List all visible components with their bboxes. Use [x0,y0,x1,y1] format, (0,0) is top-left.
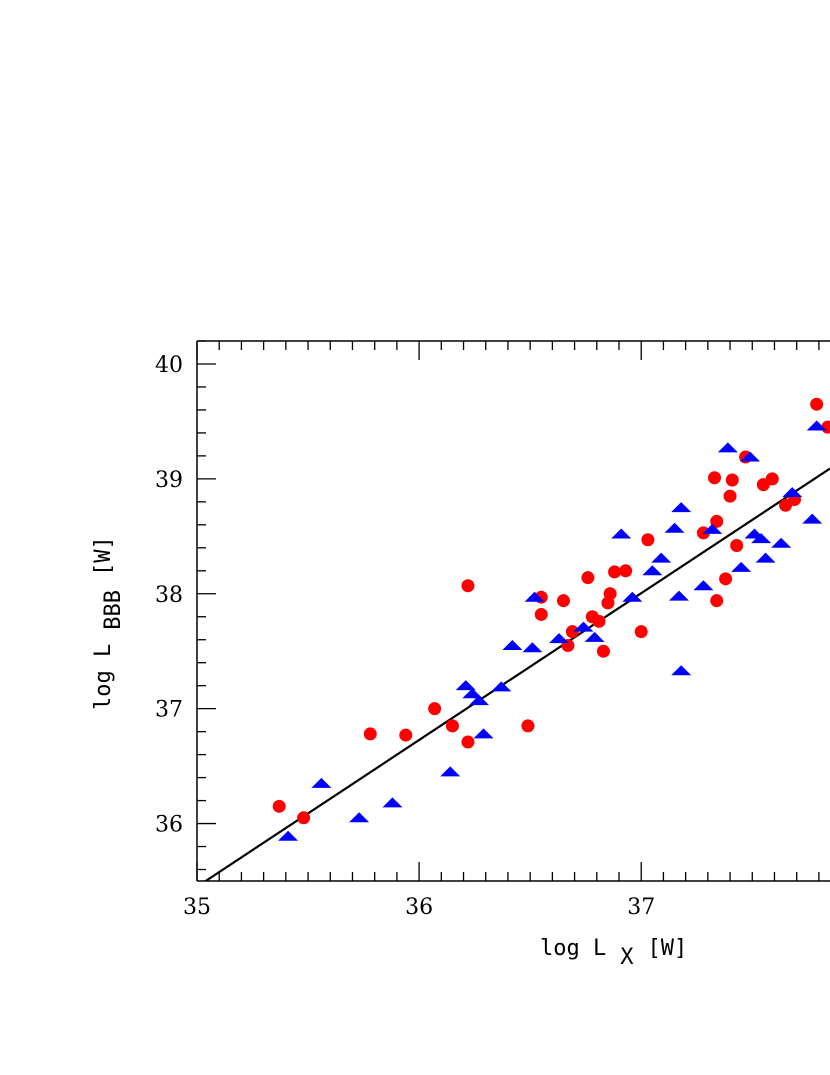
triangle-point [455,680,476,691]
triangle-point [622,591,643,602]
triangle-point [278,830,299,841]
triangle-point [755,552,776,563]
triangle-point [731,561,752,572]
triangle-point [668,590,689,601]
triangle-point [349,812,370,823]
y-tick-label: 39 [155,468,183,493]
triangle-point [671,665,692,676]
x-tick-label: 36 [405,895,433,920]
triangle-point [473,728,494,739]
triangle-point [702,523,723,534]
y-tick-label: 40 [155,353,183,378]
y-tick-label: 37 [155,698,183,723]
triangle-point [717,442,738,453]
triangle-point [502,639,523,650]
circle-point [521,719,535,733]
x-tick-label: 35 [183,895,211,920]
circle-point [428,702,442,716]
circle-point [556,594,570,608]
circle-point [581,571,595,585]
triangle-point [469,695,490,706]
triangle-point [462,688,483,699]
triangle-point [611,528,632,539]
triangle-point [491,681,512,692]
circle-point [603,587,617,601]
circle-point [461,735,475,749]
fit-line-layer [203,467,830,881]
circle-point [719,572,733,586]
circle-point [272,799,286,813]
triangle-point [740,451,761,462]
circle-point [634,625,648,639]
triangle-point [522,642,543,653]
triangle-point [524,591,545,602]
triangle-point [671,502,692,513]
circle-point [461,579,475,593]
y-tick-label: 38 [155,583,183,608]
circle-point [710,514,724,528]
triangle-point [751,533,772,544]
triangle-point [549,633,570,644]
circle-point [592,614,606,628]
axis-ticks [196,340,830,882]
y-tick-label: 36 [155,813,183,838]
circle-point [565,625,579,639]
x-tick-label: 37 [627,895,655,920]
circle-point [619,564,633,578]
triangle-point [782,487,803,498]
triangle-point [802,513,823,524]
circle-point [363,727,377,741]
circle-point [534,607,548,621]
circle-point [596,644,610,658]
triangle-point [693,580,714,591]
circle-point [723,489,737,503]
circle-point [730,539,744,553]
triangle-point [806,420,827,431]
data-points [272,397,830,841]
tick-labels: 35 36 37 36 37 38 39 40 [155,353,655,920]
x-axis-title: log L X [W] [540,936,687,970]
triangle-point [651,552,672,563]
circle-point [641,533,655,547]
circle-point [399,728,413,742]
y-axis-title: log LBBB[W] [91,536,126,710]
circle-point [765,472,779,486]
triangle-point [584,631,605,642]
fit-line [203,467,830,881]
triangle-point [664,522,685,533]
axis-titles: log L X [W] log LBBB[W] [91,536,687,970]
circle-point [708,471,722,485]
circle-point [445,719,459,733]
triangle-point [771,537,792,548]
circle-point [710,594,724,608]
triangle-point [642,565,663,576]
circle-point [725,473,739,487]
triangle-point [311,777,332,788]
circle-point [297,811,311,825]
triangle-point [573,621,594,632]
triangle-point [440,766,461,777]
triangle-point [382,797,403,808]
circle-point [810,397,824,411]
circle-point [608,565,622,579]
